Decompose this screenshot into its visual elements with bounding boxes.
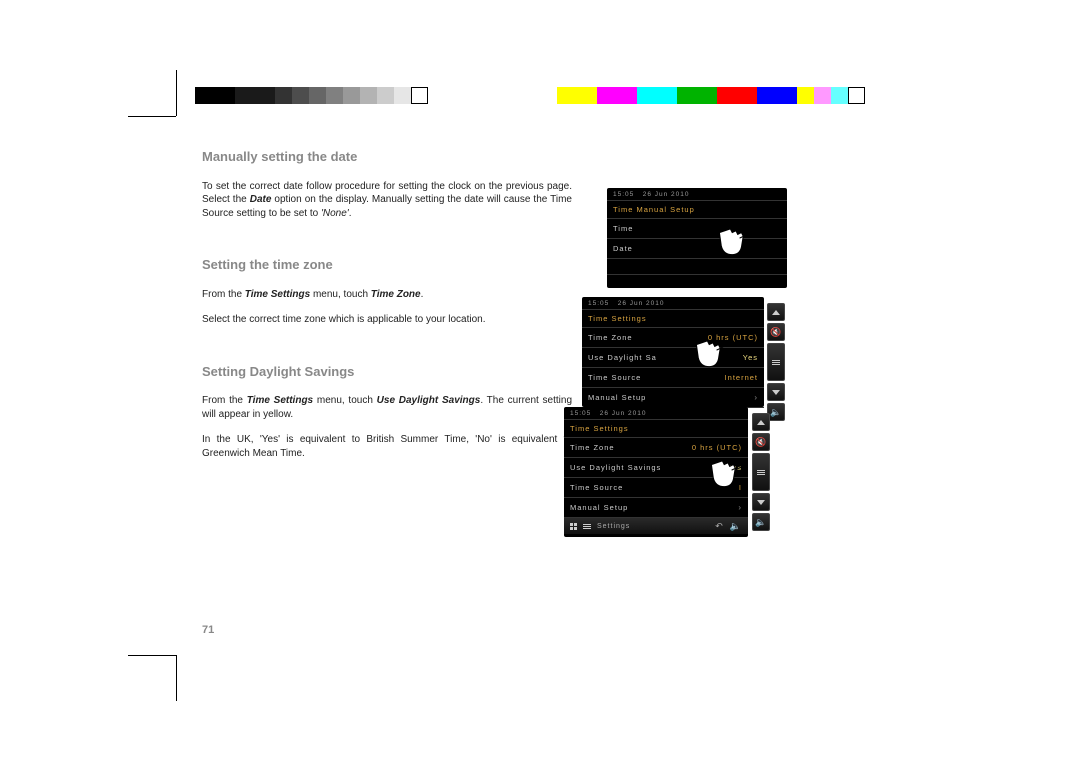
page-content: Manually setting the date To set the cor…: [202, 148, 872, 548]
paragraph: To set the correct date follow procedure…: [202, 180, 572, 221]
screen-title: Time Settings: [564, 420, 748, 438]
volume-button[interactable]: 🔈: [752, 513, 770, 531]
device-screen-time-settings: 15:05 26 Jun 2010 Time Settings Time Zon…: [582, 297, 764, 407]
cropmark: [176, 655, 177, 701]
menu-row-timezone[interactable]: Time Zone0 hrs (UTC): [582, 328, 764, 348]
bottombar-label: Settings: [597, 523, 630, 530]
device-screen-time-settings-2: 15:05 26 Jun 2010 Time Settings Time Zon…: [564, 407, 748, 537]
menu-row-empty: [607, 259, 787, 275]
heading-manual-date: Manually setting the date: [202, 148, 572, 166]
heading-time-zone: Setting the time zone: [202, 256, 572, 274]
paragraph: From the Time Settings menu, touch Time …: [202, 288, 572, 302]
heading-daylight-savings: Setting Daylight Savings: [202, 363, 572, 381]
scroll-down-button[interactable]: [752, 493, 770, 511]
paragraph: In the UK, 'Yes' is equivalent to Britis…: [202, 433, 572, 460]
volume-mute-button[interactable]: 🔇: [752, 433, 770, 451]
menu-row-date[interactable]: Date: [607, 239, 787, 259]
screen-title: Time Settings: [582, 310, 764, 328]
side-button-column: 🔇 🔈: [767, 303, 785, 421]
cropmark: [176, 70, 177, 116]
color-calibration-bar: [557, 87, 865, 104]
text-column: Manually setting the date To set the cor…: [202, 148, 572, 548]
screenshots-column: 15:05 26 Jun 2010 Time Manual Setup Time…: [594, 148, 814, 548]
paragraph: From the Time Settings menu, touch Use D…: [202, 394, 572, 421]
bottom-bar: Settings ↶ 🔈: [564, 518, 748, 534]
scroll-up-button[interactable]: [767, 303, 785, 321]
status-bar: 15:05 26 Jun 2010: [564, 407, 748, 420]
apps-icon[interactable]: [570, 523, 577, 530]
device-screen-manual-setup: 15:05 26 Jun 2010 Time Manual Setup Time…: [607, 188, 787, 288]
volume-icon[interactable]: 🔈: [730, 521, 742, 532]
menu-button[interactable]: [752, 453, 770, 491]
page-number: 71: [202, 624, 214, 636]
scroll-down-button[interactable]: [767, 383, 785, 401]
side-button-column: 🔇 🔈: [752, 413, 770, 531]
cropmark: [128, 655, 176, 656]
menu-row-daylight[interactable]: Use Daylight SavingsYes: [564, 458, 748, 478]
menu-row-time[interactable]: Time: [607, 219, 787, 239]
menu-row-source[interactable]: Time SourceInternet: [582, 368, 764, 388]
scroll-up-button[interactable]: [752, 413, 770, 431]
menu-row-manual[interactable]: Manual Setup›: [582, 388, 764, 408]
menu-row-timezone[interactable]: Time Zone0 hrs (UTC): [564, 438, 748, 458]
screen-title: Time Manual Setup: [607, 201, 787, 219]
cropmark: [128, 116, 176, 117]
status-bar: 15:05 26 Jun 2010: [582, 297, 764, 310]
grayscale-calibration-bar: [195, 87, 428, 104]
volume-mute-button[interactable]: 🔇: [767, 323, 785, 341]
menu-row-daylight[interactable]: Use Daylight SaYes: [582, 348, 764, 368]
menu-row-source[interactable]: Time SourceI: [564, 478, 748, 498]
menu-icon[interactable]: [583, 524, 591, 529]
menu-button[interactable]: [767, 343, 785, 381]
status-bar: 15:05 26 Jun 2010: [607, 188, 787, 201]
back-icon[interactable]: ↶: [715, 521, 724, 532]
paragraph: Select the correct time zone which is ap…: [202, 313, 572, 327]
menu-row-manual[interactable]: Manual Setup›: [564, 498, 748, 518]
